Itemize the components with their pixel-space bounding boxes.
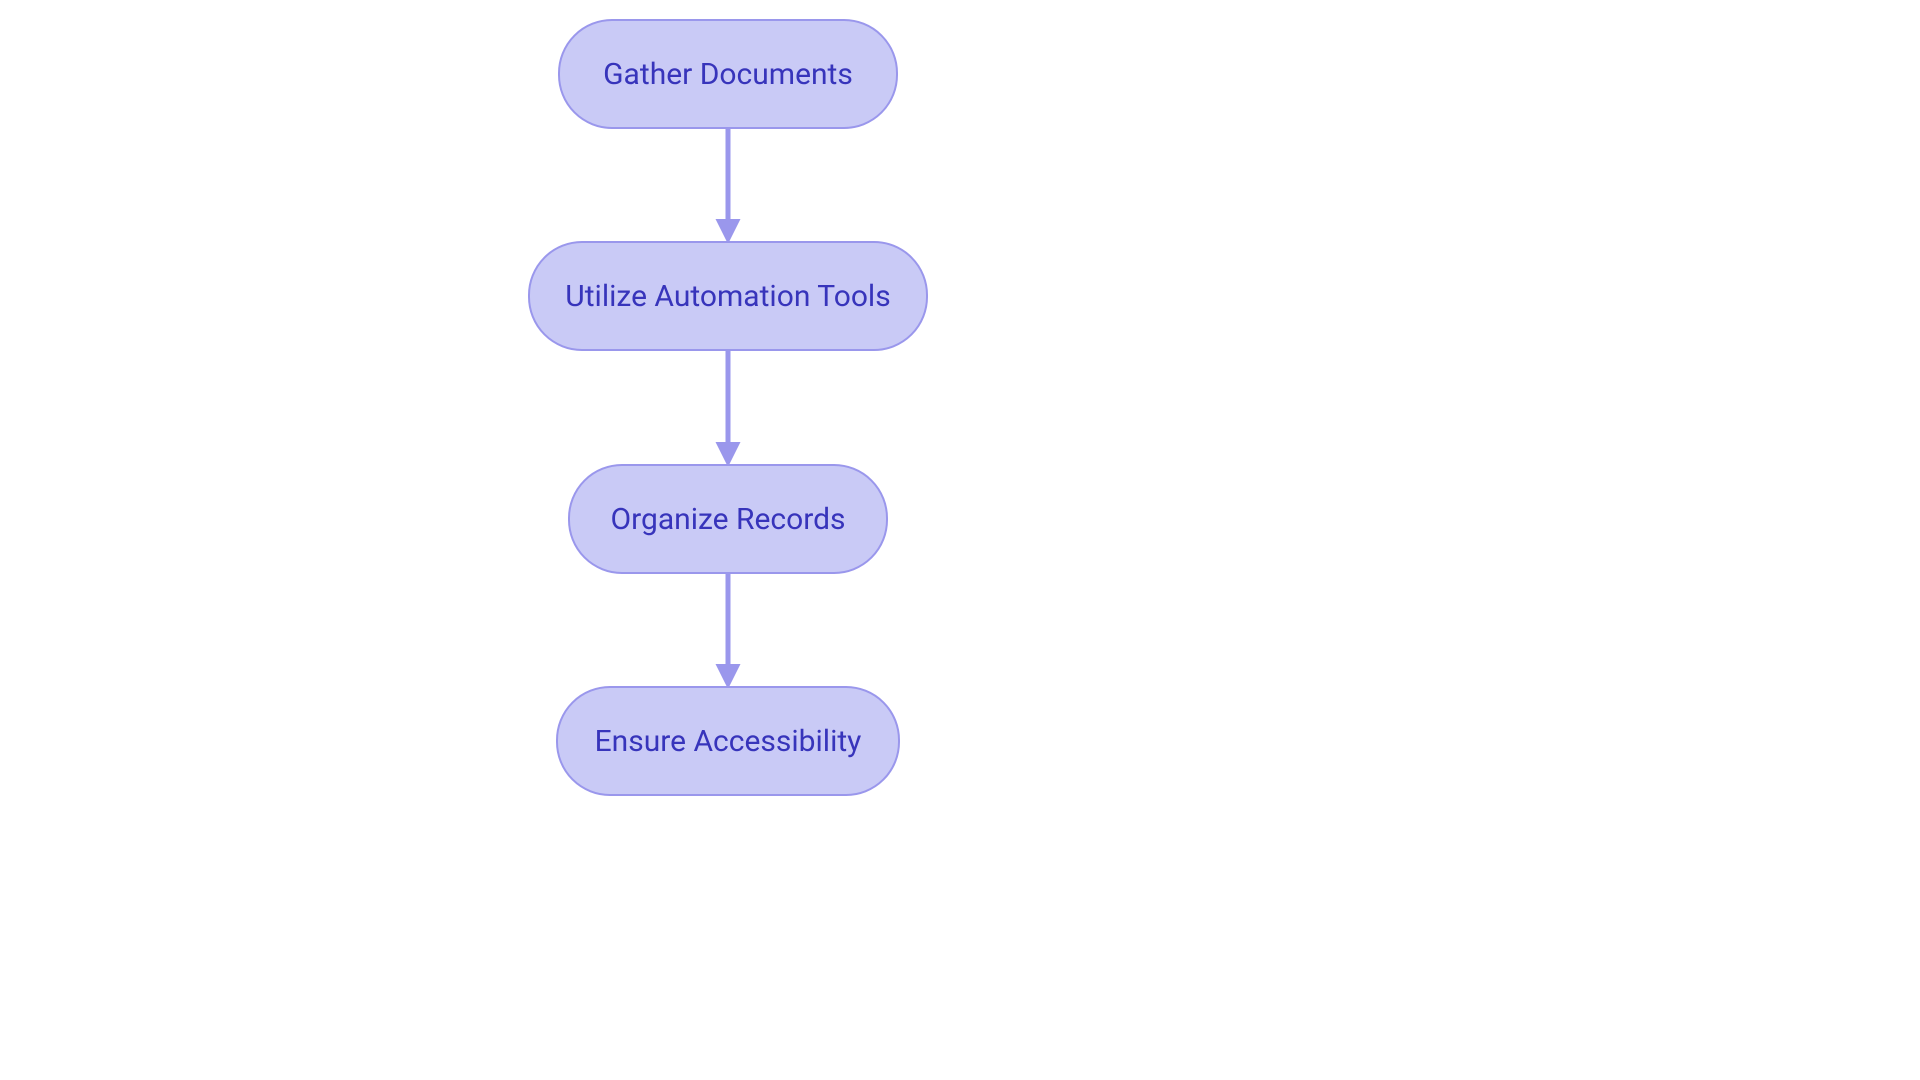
flowchart-node: Ensure Accessibility <box>556 686 900 796</box>
flowchart-node-label: Utilize Automation Tools <box>565 279 890 314</box>
flowchart-node-label: Organize Records <box>610 502 845 537</box>
edges-layer <box>0 0 1920 1080</box>
flowchart-node-label: Ensure Accessibility <box>595 724 862 759</box>
flowchart-canvas: Gather Documents Utilize Automation Tools… <box>0 0 1920 1080</box>
flowchart-node: Utilize Automation Tools <box>528 241 928 351</box>
flowchart-node-label: Gather Documents <box>603 57 853 92</box>
flowchart-node: Organize Records <box>568 464 888 574</box>
flowchart-node: Gather Documents <box>558 19 898 129</box>
